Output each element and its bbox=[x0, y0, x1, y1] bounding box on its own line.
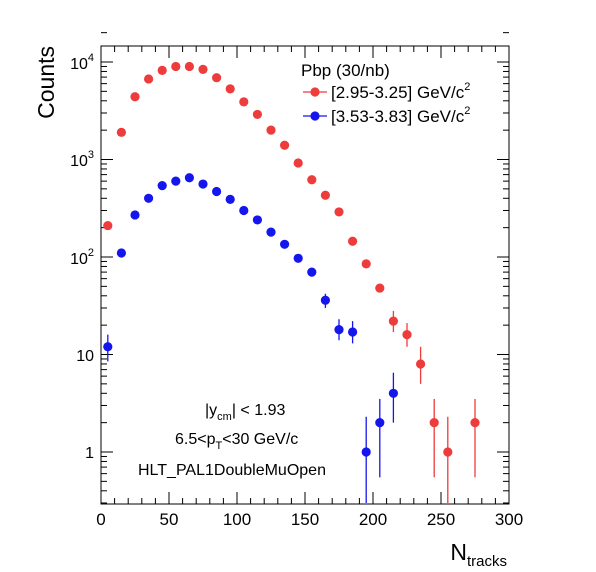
x-tick-label: 0 bbox=[96, 510, 105, 529]
y-tick-label-10000: 104 bbox=[70, 52, 94, 73]
x-tick-label: 50 bbox=[160, 510, 179, 529]
annotation-trigger: HLT_PAL1DoubleMuOpen bbox=[138, 462, 326, 479]
data-point bbox=[280, 140, 290, 150]
annotation-rapidity-pre: |y bbox=[205, 402, 217, 419]
x-tick-label: 150 bbox=[291, 510, 319, 529]
data-point bbox=[239, 205, 249, 216]
legend-title: Pbp (30/nb) bbox=[301, 61, 390, 80]
y-tick-label-1000-exp: 3 bbox=[88, 149, 94, 161]
data-point bbox=[212, 73, 222, 83]
data-point bbox=[184, 61, 194, 72]
data-point bbox=[375, 283, 385, 293]
y-tick-label-1000-base: 10 bbox=[70, 153, 88, 170]
data-point bbox=[116, 248, 126, 258]
data-point bbox=[212, 186, 222, 197]
data-point bbox=[157, 180, 167, 191]
data-point bbox=[252, 109, 262, 120]
data-point bbox=[239, 97, 249, 107]
data-point bbox=[388, 316, 398, 326]
legend-entry-red-label: [2.95-3.25] GeV/c bbox=[331, 83, 465, 102]
y-tick-label-100-base: 10 bbox=[70, 251, 88, 268]
x-tick-label: 300 bbox=[495, 510, 523, 529]
x-axis-label: Ntracks bbox=[450, 539, 507, 570]
data-point bbox=[348, 236, 358, 246]
legend: Pbp (30/nb) [2.95-3.25] GeV/c2 [3.53-3.8… bbox=[301, 61, 470, 126]
data-point bbox=[375, 418, 385, 428]
data-point bbox=[416, 359, 426, 369]
data-point bbox=[116, 127, 126, 137]
data-point bbox=[361, 259, 371, 269]
data-point bbox=[443, 447, 453, 457]
data-point bbox=[361, 447, 371, 457]
data-point bbox=[171, 61, 181, 72]
data-point bbox=[144, 74, 154, 84]
y-tick-label-100-exp: 2 bbox=[88, 247, 94, 259]
data-point bbox=[320, 190, 330, 200]
data-point bbox=[307, 267, 317, 277]
data-point bbox=[198, 64, 208, 74]
x-axis-label-sub: tracks bbox=[467, 553, 507, 570]
data-point bbox=[171, 176, 181, 186]
annotation-pt-range: 6.5<pT<30 GeV/c bbox=[175, 431, 298, 452]
y-tick-label-10000-exp: 4 bbox=[88, 52, 94, 64]
data-point bbox=[103, 220, 113, 231]
data-point bbox=[266, 227, 276, 237]
data-point bbox=[293, 158, 303, 168]
legend-entry-red-sup: 2 bbox=[464, 81, 470, 93]
legend-entry-blue: [3.53-3.83] GeV/c2 bbox=[331, 105, 470, 126]
data-point bbox=[184, 173, 194, 183]
series-1 bbox=[103, 173, 398, 503]
annotation-pt-sub: T bbox=[215, 440, 222, 452]
annotation-rapidity: |ycm| < 1.93 bbox=[205, 402, 285, 423]
y-axis-label: Counts bbox=[33, 46, 59, 119]
data-series bbox=[103, 61, 480, 503]
data-point bbox=[307, 175, 317, 185]
legend-marker-blue bbox=[310, 111, 320, 121]
data-point bbox=[348, 327, 358, 337]
annotation-pt-post: <30 GeV/c bbox=[222, 431, 298, 448]
data-point bbox=[144, 193, 154, 203]
y-tick-label-1000: 103 bbox=[70, 149, 94, 170]
series-0 bbox=[103, 61, 480, 503]
annotation-rapidity-post: | < 1.93 bbox=[232, 402, 286, 419]
x-tick-label: 250 bbox=[427, 510, 455, 529]
data-point bbox=[130, 210, 140, 220]
data-point bbox=[334, 207, 344, 217]
data-point bbox=[198, 179, 208, 189]
data-point bbox=[402, 329, 412, 340]
data-point bbox=[334, 325, 344, 335]
data-point bbox=[293, 253, 303, 263]
x-tick-label: 200 bbox=[359, 510, 387, 529]
data-point bbox=[470, 418, 480, 428]
data-point bbox=[103, 342, 113, 352]
data-point bbox=[320, 295, 330, 305]
y-tick-label-1: 1 bbox=[85, 445, 94, 462]
data-point bbox=[388, 388, 398, 398]
legend-entry-blue-label: [3.53-3.83] GeV/c bbox=[331, 107, 465, 126]
y-tick-label-10000-base: 10 bbox=[70, 56, 88, 73]
legend-entry-blue-sup: 2 bbox=[464, 105, 470, 117]
data-point bbox=[130, 92, 140, 102]
legend-marker-red bbox=[310, 87, 320, 97]
data-point bbox=[225, 84, 235, 94]
data-point bbox=[429, 418, 439, 428]
y-axis-ticks bbox=[101, 32, 509, 504]
legend-entry-red: [2.95-3.25] GeV/c2 bbox=[331, 81, 470, 102]
x-axis-label-main: N bbox=[450, 539, 467, 565]
x-tick-label: 100 bbox=[223, 510, 251, 529]
data-point bbox=[157, 65, 167, 76]
data-point bbox=[252, 215, 262, 225]
x-axis-ticks: 0 50 100 150 200 250 300 bbox=[96, 46, 523, 529]
data-point bbox=[266, 125, 276, 135]
y-tick-label-100: 102 bbox=[70, 247, 94, 268]
annotation-rapidity-sub: cm bbox=[217, 411, 232, 423]
y-tick-label-10: 10 bbox=[76, 348, 94, 365]
data-point bbox=[280, 239, 290, 249]
data-point bbox=[225, 194, 235, 204]
annotation-pt-pre: 6.5<p bbox=[175, 431, 216, 448]
